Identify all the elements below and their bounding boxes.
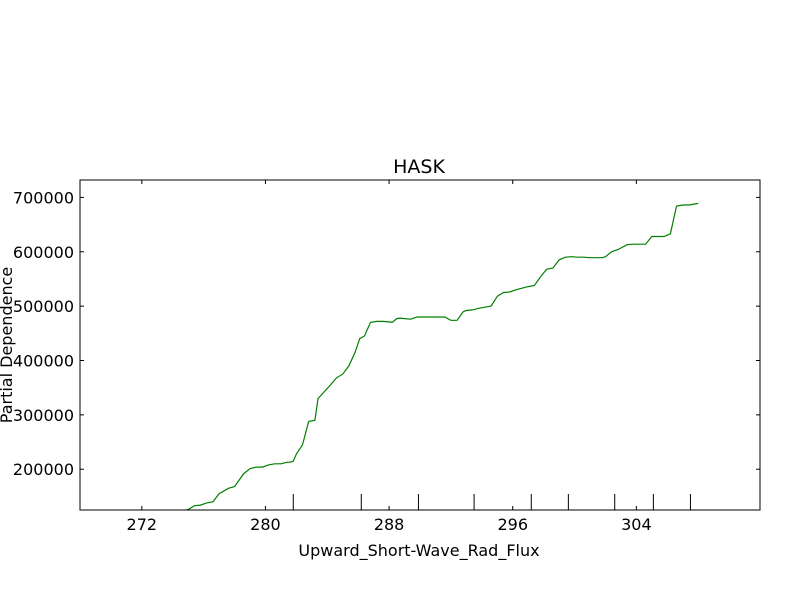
- plot-area: [183, 202, 699, 510]
- y-axis-title: Partial Dependence: [0, 267, 16, 423]
- x-axis-title: Upward_Short-Wave_Rad_Flux: [298, 541, 539, 561]
- y-tick-label: 400000: [13, 351, 74, 370]
- y-tick-label: 700000: [13, 188, 74, 207]
- series-line-0: [183, 202, 699, 510]
- x-tick-label: 280: [250, 515, 281, 534]
- y-tick-label: 600000: [13, 243, 74, 262]
- x-tick-label: 288: [374, 515, 405, 534]
- x-tick-label: 304: [621, 515, 652, 534]
- x-tick-label: 296: [497, 515, 528, 534]
- plot-frame: [79, 179, 761, 511]
- x-tick-label: 272: [127, 515, 158, 534]
- y-tick-label: 500000: [13, 297, 74, 316]
- y-tick-label: 200000: [13, 460, 74, 479]
- chart-title: HASK: [393, 156, 445, 178]
- y-tick-label: 300000: [13, 406, 74, 425]
